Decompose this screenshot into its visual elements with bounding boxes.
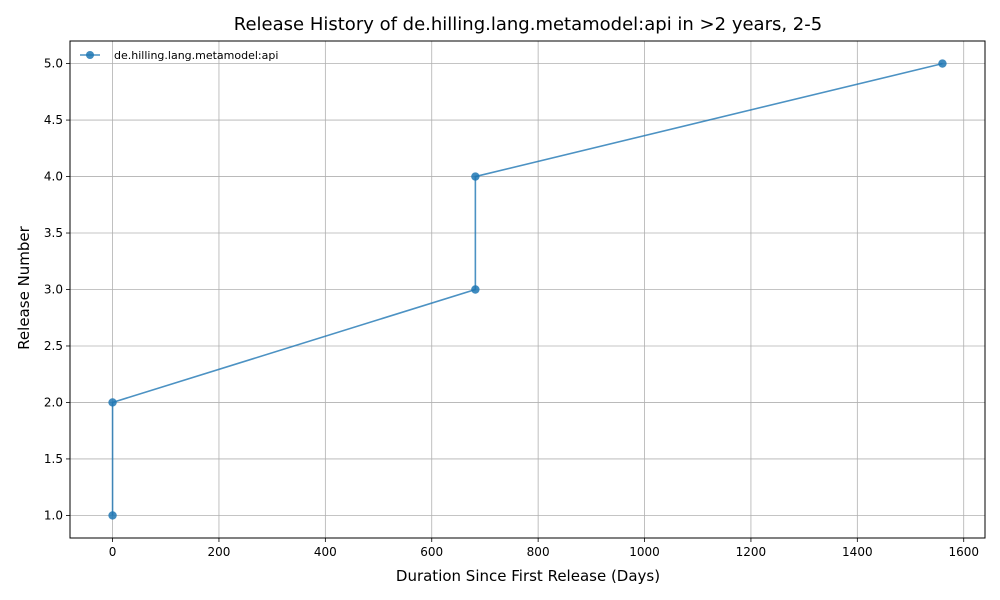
y-tick-label: 1.5 [44, 452, 63, 466]
y-tick-label: 4.5 [44, 113, 63, 127]
series-layer [108, 59, 947, 520]
y-tick-label: 2.5 [44, 339, 63, 353]
x-tick-label: 800 [527, 545, 550, 559]
tick-layer: 0 200 400 600 800 1000 1200 1400 1600 1.0 1.5 2.0 2.… [44, 57, 979, 559]
legend-label: de.hilling.lang.metamodel:api [114, 49, 278, 62]
data-point [108, 398, 117, 407]
y-tick-label: 3.5 [44, 226, 63, 240]
x-tick-label: 400 [314, 545, 337, 559]
y-axis-label: Release Number [15, 225, 33, 349]
y-tick-label: 5.0 [44, 57, 63, 71]
x-tick-label: 1400 [842, 545, 873, 559]
data-point [471, 285, 480, 294]
chart-title: Release History of de.hilling.lang.metam… [234, 14, 822, 35]
y-tick-label: 3.0 [44, 283, 63, 297]
x-axis-label: Duration Since First Release (Days) [396, 567, 660, 585]
x-tick-label: 1600 [948, 545, 979, 559]
data-point [938, 59, 947, 68]
x-tick-label: 1000 [629, 545, 660, 559]
x-tick-label: 1200 [736, 545, 767, 559]
grid-layer [70, 41, 985, 538]
x-tick-label: 600 [420, 545, 443, 559]
y-tick-label: 4.0 [44, 170, 63, 184]
data-point [108, 511, 117, 520]
x-tick-label: 200 [208, 545, 231, 559]
legend: de.hilling.lang.metamodel:api [80, 49, 278, 62]
legend-marker [86, 51, 94, 59]
y-tick-label: 2.0 [44, 395, 63, 409]
y-tick-label: 1.0 [44, 508, 63, 522]
data-point [471, 172, 480, 181]
x-tick-label: 0 [109, 545, 117, 559]
